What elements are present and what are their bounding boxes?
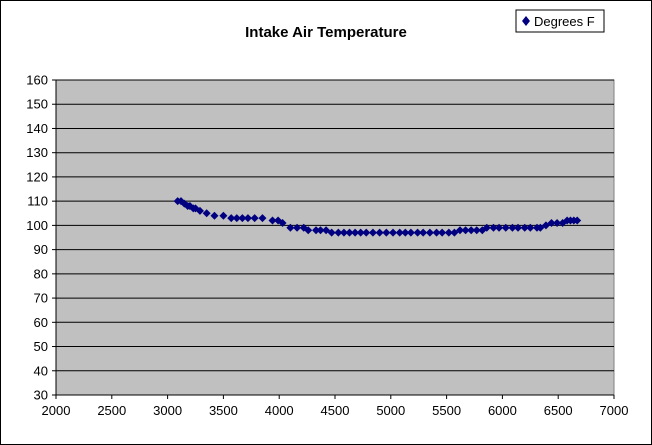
data-point [293,223,302,232]
data-point [432,228,441,237]
data-point [461,226,470,235]
data-point [450,228,459,237]
data-point [312,226,321,235]
y-tick-label: 140 [26,121,48,136]
x-tick-label: 4000 [265,403,294,418]
x-tick-label: 2000 [42,403,71,418]
data-point [286,223,295,232]
x-tick-label: 3500 [209,403,238,418]
data-point [258,214,267,223]
legend: Degrees F [515,9,605,33]
data-point [362,228,371,237]
y-tick-label: 150 [26,97,48,112]
data-point [304,226,313,235]
data-point [356,228,365,237]
data-point [219,211,228,220]
legend-label: Degrees F [534,14,595,29]
data-point [238,214,247,223]
x-tick-label: 6500 [544,403,573,418]
data-point [401,228,410,237]
y-tick-label: 40 [34,363,48,378]
data-point [508,223,517,232]
data-point [573,216,582,225]
data-point [243,214,252,223]
data-point [210,211,219,220]
data-point [526,223,535,232]
data-series-degrees-f [173,197,582,237]
data-point [368,228,377,237]
legend-marker-diamond-icon [522,16,530,26]
data-point [482,223,491,232]
data-point [413,228,422,237]
data-point [536,223,545,232]
y-axis: 30 40 50 60 70 80 90 100 110 120 130 140 150 160 [26,73,57,403]
data-point [327,228,336,237]
x-tick-label: 6000 [488,403,517,418]
plot-area [55,79,615,396]
y-tick-label: 80 [34,266,48,281]
data-point [495,223,504,232]
x-axis: 2000 2500 3000 3500 4000 4500 5000 5500 6000 6500… [42,394,629,418]
data-point [541,221,550,230]
data-point [345,228,354,237]
data-point [553,218,562,227]
data-point [232,214,241,223]
data-point [278,218,287,227]
y-tick-label: 130 [26,145,48,160]
data-point [322,226,331,235]
gridlines [56,79,614,372]
data-point [375,228,384,237]
data-point [316,226,325,235]
data-point [268,216,277,225]
y-tick-label: 70 [34,291,48,306]
data-point [406,228,415,237]
data-point [438,228,447,237]
y-tick-label: 50 [34,339,48,354]
data-point [425,228,434,237]
chart-title: Intake Air Temperature [245,24,407,41]
x-tick-label: 5500 [432,403,461,418]
y-tick-label: 90 [34,242,48,257]
data-point [547,218,556,227]
data-point [455,226,464,235]
y-tick-label: 120 [26,169,48,184]
data-point [520,223,529,232]
legend-box [515,9,605,33]
x-tick-label: 4500 [321,403,350,418]
data-point [250,214,259,223]
data-point [227,214,236,223]
data-point [467,226,476,235]
data-point [334,228,343,237]
x-tick-label: 3000 [153,403,182,418]
data-point [202,209,211,218]
y-tick-label: 160 [26,73,48,88]
data-point [351,228,360,237]
data-point [195,206,204,215]
data-point [489,223,498,232]
data-point [395,228,404,237]
y-tick-label: 60 [34,315,48,330]
data-point [389,228,398,237]
x-tick-label: 2500 [97,403,126,418]
x-tick-label: 7000 [600,403,629,418]
data-point [444,228,453,237]
y-tick-label: 100 [26,218,48,233]
data-point [419,228,428,237]
y-tick-label: 30 [34,388,48,403]
data-point [472,226,481,235]
data-point [514,223,523,232]
x-tick-label: 5000 [376,403,405,418]
data-point [339,228,348,237]
y-tick-label: 110 [27,194,48,209]
data-point [382,228,391,237]
data-point [501,223,510,232]
